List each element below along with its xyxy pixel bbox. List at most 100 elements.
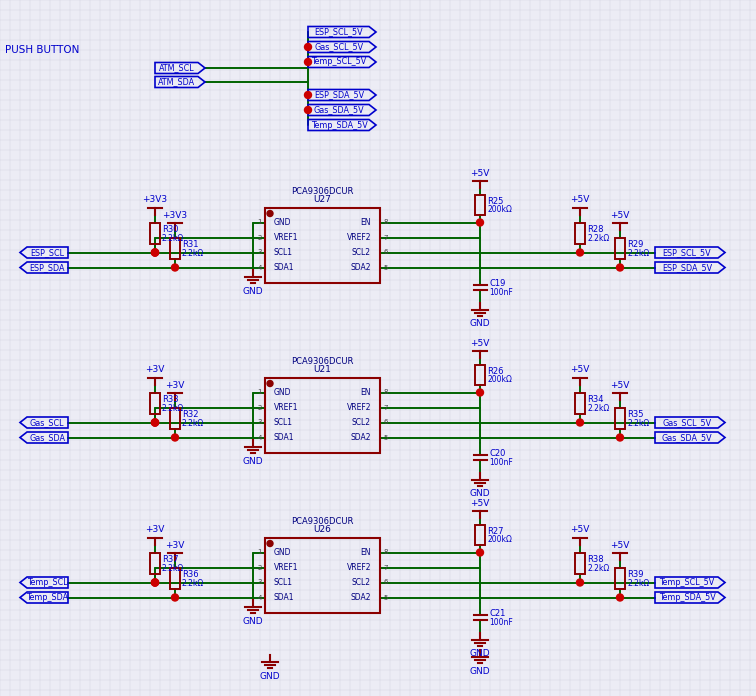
Text: GND: GND	[274, 548, 292, 557]
Circle shape	[577, 249, 584, 256]
Text: VREF1: VREF1	[274, 403, 299, 412]
Text: +5V: +5V	[610, 210, 630, 219]
Bar	[615, 568, 625, 589]
Text: +5V: +5V	[470, 168, 490, 177]
Text: 3: 3	[258, 580, 262, 585]
Text: 2.2kΩ: 2.2kΩ	[627, 579, 649, 588]
Text: 8: 8	[383, 219, 388, 226]
Text: PCA9306DCUR: PCA9306DCUR	[291, 187, 354, 196]
Bar	[150, 393, 160, 414]
Circle shape	[577, 579, 584, 586]
Text: Temp_SDA: Temp_SDA	[26, 593, 68, 602]
Circle shape	[151, 579, 159, 586]
Text: 7: 7	[383, 564, 388, 571]
Text: VREF2: VREF2	[346, 563, 371, 572]
Circle shape	[577, 419, 584, 426]
Text: 3: 3	[258, 420, 262, 425]
Text: GND: GND	[243, 617, 263, 626]
Text: Gas_SCL: Gas_SCL	[29, 418, 64, 427]
Text: 2: 2	[258, 564, 262, 571]
Bar	[170, 568, 180, 589]
Text: GND: GND	[469, 649, 491, 658]
Text: GND: GND	[469, 319, 491, 329]
Text: +5V: +5V	[610, 381, 630, 390]
Text: 8: 8	[383, 390, 388, 395]
Text: GND: GND	[274, 218, 292, 227]
Text: 4: 4	[258, 434, 262, 441]
Circle shape	[151, 249, 159, 256]
Text: +3V: +3V	[166, 381, 184, 390]
Circle shape	[267, 541, 273, 546]
Text: Temp_SDA_5V: Temp_SDA_5V	[658, 593, 715, 602]
Text: R25: R25	[487, 196, 503, 205]
Circle shape	[151, 419, 159, 426]
Text: VREF2: VREF2	[346, 233, 371, 242]
Text: +3V: +3V	[145, 365, 165, 374]
Text: GND: GND	[243, 457, 263, 466]
Text: 2: 2	[258, 404, 262, 411]
Text: GND: GND	[243, 287, 263, 296]
Text: 3: 3	[258, 249, 262, 255]
Circle shape	[151, 579, 159, 586]
Circle shape	[151, 419, 159, 426]
Circle shape	[305, 58, 311, 65]
Text: SCL2: SCL2	[352, 578, 371, 587]
Circle shape	[172, 434, 178, 441]
Text: Gas_SDA_5V: Gas_SDA_5V	[662, 433, 712, 442]
Text: ESP_SCL_5V: ESP_SCL_5V	[663, 248, 711, 257]
Text: R28: R28	[587, 225, 603, 234]
Text: R26: R26	[487, 367, 503, 376]
Text: 2.2kΩ: 2.2kΩ	[627, 249, 649, 258]
Text: U26: U26	[314, 525, 331, 534]
Text: SDA2: SDA2	[351, 263, 371, 272]
Text: C19: C19	[489, 279, 505, 288]
Text: 7: 7	[383, 404, 388, 411]
Text: R32: R32	[182, 410, 199, 419]
Text: VREF2: VREF2	[346, 403, 371, 412]
Text: Gas_SCL_5V: Gas_SCL_5V	[662, 418, 711, 427]
Bar	[575, 223, 585, 244]
Text: 100nF: 100nF	[489, 458, 513, 467]
Text: 200kΩ: 200kΩ	[487, 205, 512, 214]
Text: Gas_SCL_5V: Gas_SCL_5V	[314, 42, 364, 52]
Text: +3V: +3V	[166, 541, 184, 550]
Text: SDA1: SDA1	[274, 433, 295, 442]
Circle shape	[305, 43, 311, 51]
Text: ATM_SDA: ATM_SDA	[159, 77, 196, 86]
Text: +5V: +5V	[470, 338, 490, 347]
Text: 6: 6	[383, 249, 388, 255]
Text: R31: R31	[182, 240, 199, 249]
Text: SCL1: SCL1	[274, 578, 293, 587]
Bar	[265, 537, 380, 612]
Circle shape	[616, 264, 624, 271]
Text: R36: R36	[182, 570, 199, 579]
Text: PCA9306DCUR: PCA9306DCUR	[291, 516, 354, 525]
Text: 6: 6	[383, 580, 388, 585]
Text: 2.2kΩ: 2.2kΩ	[162, 234, 184, 243]
Text: 5: 5	[383, 594, 387, 601]
Text: SDA1: SDA1	[274, 593, 295, 602]
Text: 2.2kΩ: 2.2kΩ	[587, 234, 609, 243]
Text: ESP_SCL: ESP_SCL	[30, 248, 64, 257]
Text: 8: 8	[383, 550, 388, 555]
Text: SCL2: SCL2	[352, 248, 371, 257]
Bar	[575, 393, 585, 414]
Circle shape	[476, 549, 484, 556]
Text: +5V: +5V	[570, 196, 590, 205]
Text: SDA1: SDA1	[274, 263, 295, 272]
Text: +3V3: +3V3	[163, 210, 187, 219]
Text: EN: EN	[361, 218, 371, 227]
Text: 5: 5	[383, 434, 387, 441]
Bar	[265, 207, 380, 283]
Text: C20: C20	[489, 449, 505, 458]
Text: 4: 4	[258, 594, 262, 601]
Circle shape	[151, 419, 159, 426]
Text: 2.2kΩ: 2.2kΩ	[162, 564, 184, 573]
Text: 100nF: 100nF	[489, 618, 513, 627]
Text: Gas_SDA: Gas_SDA	[29, 433, 65, 442]
Text: R35: R35	[627, 410, 643, 419]
Text: +5V: +5V	[470, 498, 490, 507]
Text: 200kΩ: 200kΩ	[487, 535, 512, 544]
Text: 7: 7	[383, 235, 388, 241]
Circle shape	[267, 381, 273, 386]
